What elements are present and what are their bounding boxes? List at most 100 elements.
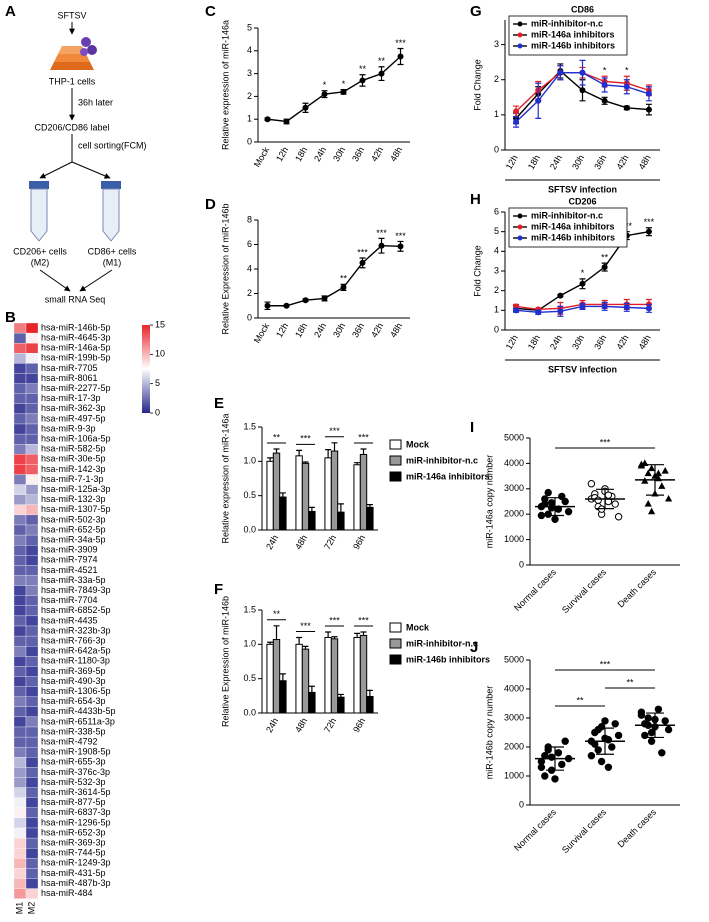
row-label: hsa-miR-3614-5p: [41, 787, 111, 797]
row-label: hsa-miR-1306-5p: [41, 686, 111, 696]
y-tick-label: 0: [494, 144, 499, 154]
heatmap-cell: [13, 666, 27, 677]
row-label: hsa-miR-744-5p: [41, 848, 106, 858]
heatmap-cell: [25, 494, 39, 505]
colorbar-label: 5: [155, 378, 160, 388]
data-point: [547, 753, 556, 761]
arrow: [79, 269, 113, 292]
x-tick-label: 42h: [614, 153, 630, 171]
x-tick-label: 36h: [350, 321, 366, 339]
row-label: hsa-miR-199b-5p: [41, 353, 111, 363]
legend-label: miR-146b inhibitors: [531, 40, 615, 50]
arrow: [71, 161, 111, 179]
x-tick-label: 96h: [351, 533, 367, 551]
heatmap-cell: [13, 777, 27, 788]
heatmap-cell: [13, 504, 27, 516]
x-tick-label: 48h: [388, 145, 404, 163]
y-tick-label: 0: [519, 559, 524, 569]
heatmap-cell: [13, 484, 27, 495]
panel-label: J: [470, 639, 478, 656]
x-tick-label: 24h: [264, 716, 280, 734]
bar: [366, 506, 374, 531]
heatmap-cell: [13, 676, 27, 687]
significance: **: [576, 695, 584, 705]
y-tick-label: 3000: [504, 483, 524, 493]
row-label: hsa-miR-582-5p: [41, 444, 106, 454]
heatmap-cell: [13, 827, 27, 839]
row-label: hsa-miR-7-1-3p: [41, 474, 104, 484]
data-point: [397, 243, 404, 250]
row-label: hsa-miR-362-3p: [41, 403, 106, 413]
heatmap-cell: [25, 332, 39, 344]
data-point: [623, 304, 630, 311]
data-point: [579, 69, 586, 76]
y-tick-label: 2000: [504, 741, 524, 751]
sorting-label: cell sorting(FCM): [78, 140, 147, 150]
data-point: [537, 511, 546, 520]
heatmap-cell: [13, 322, 27, 334]
heatmap-cell: [13, 817, 27, 829]
bar: [308, 691, 316, 714]
heatmap-cell: [13, 474, 27, 485]
heatmap-cell: [13, 413, 27, 425]
legend-label: miR-inhibitor-n.c: [531, 210, 603, 220]
data-point: [544, 746, 552, 754]
significance: *: [603, 66, 607, 76]
data-point: [661, 467, 669, 474]
heatmap-cell: [13, 332, 27, 344]
data-point: [601, 82, 608, 88]
error-bar: [273, 625, 280, 640]
row-label: hsa-miR-4433b-5p: [41, 706, 116, 716]
data-point: [647, 737, 656, 745]
x-tick-label: 30h: [570, 153, 586, 171]
y-axis-label: Fold Change: [472, 59, 482, 111]
data-point: [513, 307, 520, 314]
row-label: hsa-miR-652-3p: [41, 827, 106, 837]
heatmap-cell: [25, 757, 39, 768]
y-tick-label: 2: [247, 91, 252, 101]
error-bar: [273, 448, 280, 454]
legend-label: miR-146a inhibitors: [531, 29, 615, 39]
m2-cells: CD206+ cells: [13, 246, 67, 256]
heatmap-cell: [25, 797, 39, 808]
bar: [266, 643, 274, 714]
data-point: [644, 500, 652, 507]
data-point: [601, 717, 609, 725]
y-tick-label: 1: [494, 109, 499, 119]
heatmap-cell: [13, 373, 27, 384]
significance: **: [601, 253, 609, 263]
heatmap-cell: [25, 848, 39, 859]
data-point: [321, 91, 328, 98]
colorbar-label: 0: [155, 407, 160, 417]
y-tick-label: 1.0: [243, 639, 256, 649]
x-tick-label: 30h: [331, 321, 347, 339]
heatmap-cell: [25, 696, 39, 707]
data-point: [664, 725, 673, 734]
y-tick-label: 4: [247, 45, 252, 55]
y-axis-label: Relative expression of miR-146a: [220, 413, 230, 543]
series-line: [267, 245, 401, 307]
x-tick-label: 18h: [526, 333, 542, 351]
row-label: hsa-miR-431-5p: [41, 868, 106, 878]
data-point: [557, 292, 564, 299]
legend-marker: [517, 43, 523, 49]
heatmap-cell: [25, 858, 39, 869]
row-label: hsa-miR-8061: [41, 373, 98, 383]
panel-label: G: [470, 3, 482, 20]
heatmap-cell: [13, 383, 27, 394]
y-tick-label: 4000: [504, 683, 524, 693]
heatmap-cell: [13, 888, 27, 899]
y-axis-label: Relative Expression of miR-146b: [220, 203, 230, 334]
y-tick-label: 6: [494, 206, 499, 216]
y-tick-label: 0: [247, 312, 252, 322]
heatmap-cell: [25, 666, 39, 677]
bar: [330, 638, 339, 714]
significance: ***: [600, 659, 611, 669]
x-tick-label: 72h: [322, 716, 338, 734]
heatmap-cell: [13, 393, 27, 404]
legend-marker: [517, 213, 523, 219]
virus-particle: [80, 48, 88, 56]
legend-box: [508, 207, 628, 248]
data-point: [558, 760, 566, 769]
row-label: hsa-miR-369-3p: [41, 838, 106, 848]
